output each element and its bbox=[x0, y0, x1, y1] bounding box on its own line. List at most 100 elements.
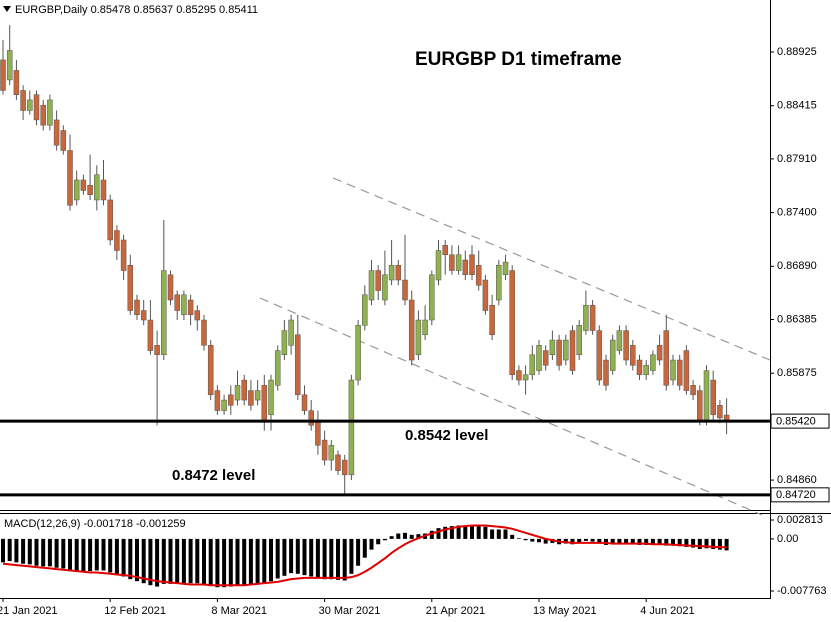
candle-body bbox=[362, 294, 368, 326]
candle-body bbox=[609, 339, 616, 371]
candle-body bbox=[529, 354, 536, 376]
macd-bar bbox=[262, 538, 267, 584]
candle-body bbox=[542, 350, 549, 366]
macd-bar bbox=[543, 538, 548, 544]
macd-bar bbox=[108, 538, 113, 573]
candle-body bbox=[650, 354, 656, 371]
candle-body bbox=[241, 379, 247, 401]
macd-bar bbox=[590, 538, 595, 542]
candle-body bbox=[147, 319, 154, 351]
candle-body bbox=[683, 350, 690, 391]
candle-body bbox=[94, 174, 100, 201]
macd-bar bbox=[181, 538, 186, 584]
candle-body bbox=[516, 370, 522, 381]
macd-bar bbox=[396, 533, 401, 539]
macd-bar bbox=[302, 538, 307, 576]
candle-body bbox=[228, 394, 234, 406]
candle-body bbox=[207, 345, 214, 396]
candle-body bbox=[6, 50, 13, 81]
chart-title: EURGBP D1 timeframe bbox=[415, 49, 622, 70]
y-tick-label: 0.86385 bbox=[777, 313, 817, 325]
x-tick-label: 21 Apr 2021 bbox=[426, 605, 485, 617]
candle-body bbox=[301, 394, 308, 411]
candle-body bbox=[154, 345, 160, 356]
y-tick-label: 0.88415 bbox=[777, 100, 817, 112]
macd-bar bbox=[322, 538, 327, 580]
candle-body bbox=[556, 339, 562, 366]
macd-bar bbox=[677, 538, 682, 547]
macd-bar bbox=[697, 538, 702, 549]
macd-bar bbox=[630, 538, 635, 545]
price-panel bbox=[0, 25, 730, 495]
candle-body bbox=[187, 299, 194, 316]
macd-bar bbox=[208, 538, 213, 586]
macd-bar bbox=[610, 538, 615, 545]
candle-body bbox=[27, 99, 33, 111]
candle-body bbox=[33, 94, 40, 121]
macd-bar bbox=[161, 538, 166, 584]
candle-body bbox=[489, 305, 495, 336]
candle-body bbox=[234, 385, 241, 401]
macd-bar bbox=[617, 538, 622, 543]
macd-bar bbox=[510, 534, 515, 539]
candle-body bbox=[53, 119, 60, 146]
macd-bar bbox=[21, 538, 26, 564]
macd-bar bbox=[523, 538, 528, 541]
candle-body bbox=[321, 439, 328, 461]
candle-body bbox=[697, 390, 703, 421]
macd-bar bbox=[202, 538, 206, 584]
candle-body bbox=[442, 245, 448, 255]
candle-body bbox=[161, 270, 167, 356]
macd-bar bbox=[650, 538, 655, 545]
macd-bar bbox=[382, 538, 387, 541]
candle-body bbox=[382, 274, 388, 301]
macd-bar bbox=[563, 538, 568, 544]
macd-bar bbox=[114, 538, 119, 575]
candle-body bbox=[670, 359, 676, 381]
macd-bar bbox=[41, 538, 46, 567]
macd-bar bbox=[577, 538, 582, 543]
candle-body bbox=[341, 459, 348, 476]
macd-bar bbox=[121, 538, 126, 577]
macd-bar bbox=[717, 538, 722, 550]
candle-body bbox=[140, 310, 147, 321]
macd-bar bbox=[248, 538, 253, 584]
macd-bar bbox=[409, 534, 414, 539]
candle-body bbox=[576, 325, 582, 356]
candle-body bbox=[422, 319, 428, 336]
candle-body bbox=[308, 410, 314, 426]
candle-body bbox=[73, 179, 80, 201]
macd-bar bbox=[356, 538, 361, 566]
macd-bar bbox=[671, 538, 675, 546]
y-tick-label: 0.85875 bbox=[777, 367, 817, 379]
macd-bar bbox=[315, 538, 320, 578]
candle-body bbox=[181, 294, 187, 316]
macd-bar bbox=[456, 525, 461, 539]
macd-bar bbox=[362, 538, 367, 558]
macd-bar bbox=[309, 538, 314, 577]
symbol-menu-icon[interactable] bbox=[3, 6, 11, 12]
candle-body bbox=[174, 294, 180, 311]
macd-bar bbox=[7, 538, 12, 562]
channel-lower bbox=[259, 297, 763, 516]
macd-bar bbox=[342, 538, 347, 581]
macd-bar bbox=[242, 538, 247, 585]
candle-body bbox=[569, 330, 576, 371]
y-tick-label: 0.002813 bbox=[777, 514, 823, 526]
candle-body bbox=[603, 359, 609, 386]
candle-body bbox=[616, 330, 623, 351]
candle-body bbox=[120, 239, 127, 271]
candle-body bbox=[415, 319, 422, 356]
x-tick-label: 21 Jan 2021 bbox=[0, 605, 58, 617]
macd-bar bbox=[228, 538, 233, 587]
candle-body bbox=[201, 319, 207, 346]
candle-body bbox=[134, 299, 140, 316]
candle-body bbox=[408, 299, 415, 361]
candle-body bbox=[388, 265, 395, 281]
y-tick-label: 0.00 bbox=[777, 533, 798, 545]
candle-body bbox=[288, 319, 294, 346]
macd-header: MACD(12,26,9) -0.001718 -0.001259 bbox=[4, 518, 186, 530]
macd-bar bbox=[684, 538, 689, 547]
candle-body bbox=[496, 265, 502, 301]
